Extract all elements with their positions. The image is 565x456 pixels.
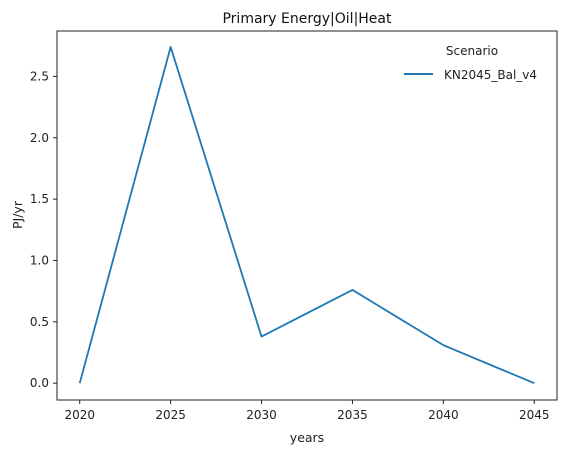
x-tick-label: 2025 <box>155 408 186 422</box>
y-tick-label: 2.0 <box>30 131 49 145</box>
y-axis: 0.0 0.5 1.0 1.5 2.0 2.5 <box>30 69 57 390</box>
series-line-0 <box>78 46 535 385</box>
chart-title: Primary Energy|Oil|Heat <box>222 11 392 27</box>
y-tick-label: 0.5 <box>30 315 49 329</box>
x-tick-label: 2045 <box>519 408 550 422</box>
x-axis-label: years <box>290 430 324 445</box>
series-layer <box>78 46 535 385</box>
legend-title: Scenario <box>446 44 498 58</box>
y-axis-label: PJ/yr <box>10 200 25 229</box>
plot-area <box>56 30 558 401</box>
y-tick-label: 1.5 <box>30 192 49 206</box>
x-tick-label: 2035 <box>337 408 368 422</box>
x-tick-label: 2030 <box>246 408 277 422</box>
legend-entry-label: KN2045_Bal_v4 <box>444 68 537 82</box>
legend: Scenario KN2045_Bal_v4 <box>404 44 537 82</box>
y-tick-label: 0.0 <box>30 376 49 390</box>
y-tick-label: 2.5 <box>30 69 49 83</box>
y-tick-label: 1.0 <box>30 253 49 267</box>
x-tick-label: 2020 <box>64 408 95 422</box>
x-axis: 2020 2025 2030 2035 2040 2045 <box>64 400 550 422</box>
x-tick-label: 2040 <box>428 408 459 422</box>
